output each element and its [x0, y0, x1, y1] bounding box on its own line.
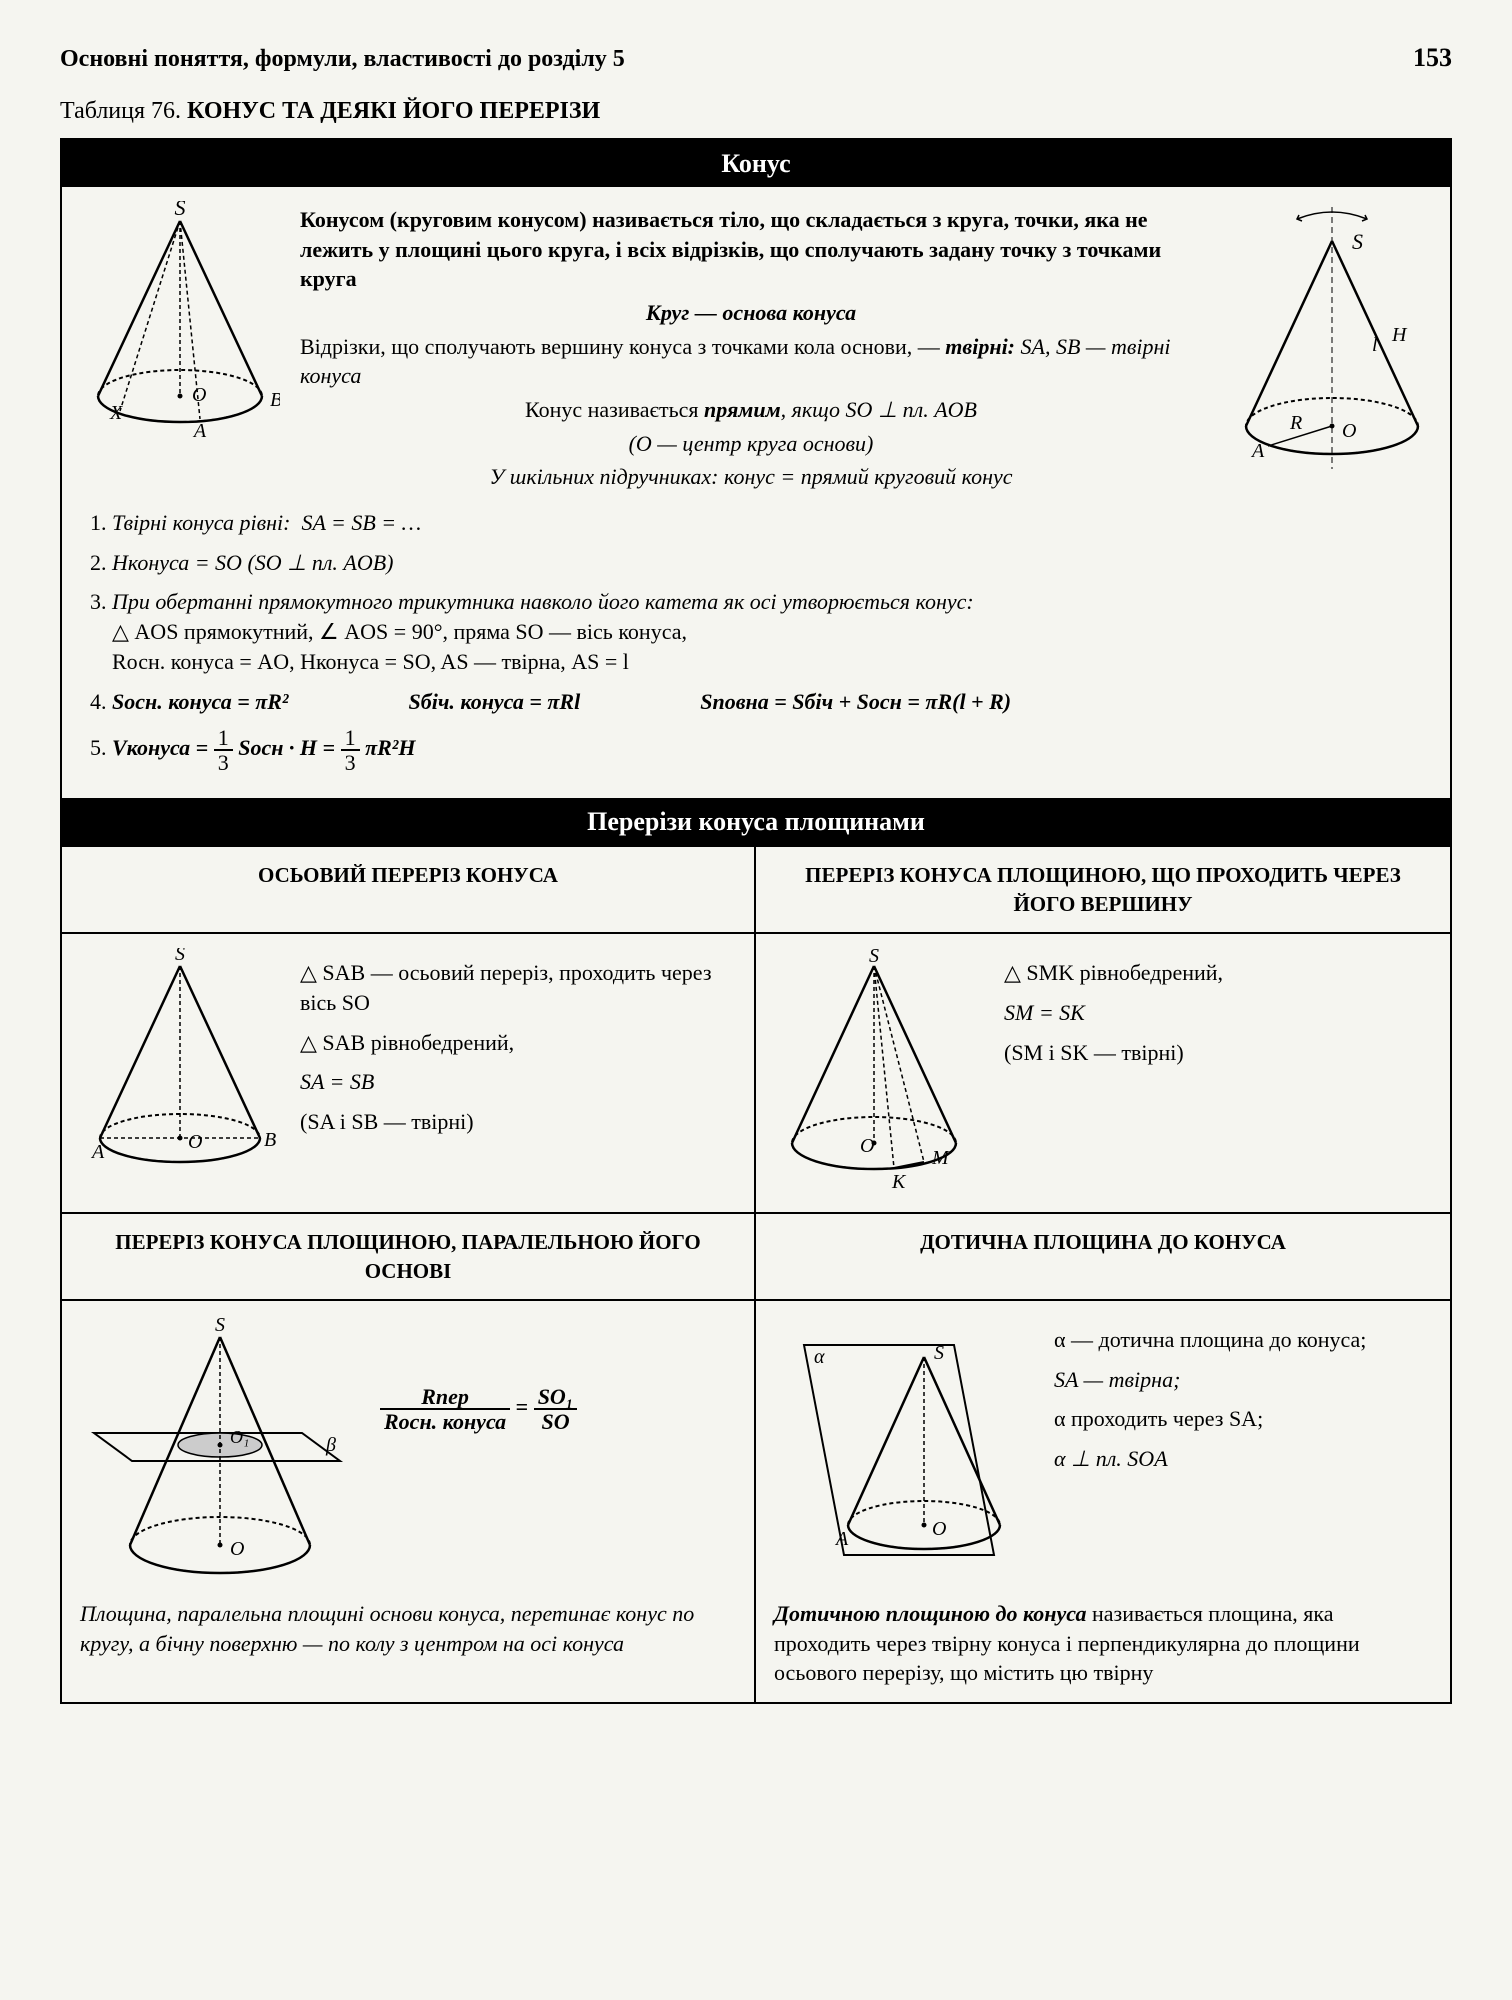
svg-text:O: O	[1342, 420, 1356, 442]
svg-text:l: l	[1372, 334, 1378, 356]
cell-a-header: ОСЬОВИЙ ПЕРЕРІЗ КОНУСА	[62, 847, 756, 932]
sections-grid-row-1: S A B O △ SAB — осьовий переріз, проходи…	[62, 932, 1450, 1212]
content-frame: Конус S A B O X	[60, 138, 1452, 1704]
cell-d-note: Дотичною площиною до конуса називається …	[774, 1599, 1432, 1688]
svg-text:O: O	[932, 1518, 946, 1540]
svg-text:X: X	[109, 402, 123, 424]
svg-text:A: A	[834, 1528, 849, 1550]
sections-grid-row-2: S O₁ O β RперRосн. конуса = SO₁SO Площин…	[62, 1299, 1450, 1702]
prop-3: При обертанні прямокутного трикутника на…	[112, 587, 1432, 676]
def-base: Круг — основа конуса	[646, 300, 856, 325]
cell-d-header: ДОТИЧНА ПЛОЩИНА ДО КОНУСА	[756, 1214, 1450, 1299]
section-header-cone: Конус	[62, 140, 1450, 187]
svg-text:S: S	[1352, 229, 1363, 254]
page-number: 153	[1413, 40, 1452, 75]
def-school: У шкільних підручниках: конус = прямий к…	[300, 462, 1202, 492]
prop-1: Твірні конуса рівні: SA = SB = …	[112, 508, 1432, 538]
prop-4: Sосн. конуса = πR² Sбіч. конуса = πRl Sп…	[112, 687, 1432, 717]
sections-grid-headers-2: ПЕРЕРІЗ КОНУСА ПЛОЩИНОЮ, ПАРАЛЕЛЬНОЮ ЙОГ…	[62, 1212, 1450, 1299]
properties-list: Твірні конуса рівні: SA = SB = … Hконуса…	[84, 508, 1432, 774]
sections-grid-headers: ОСЬОВИЙ ПЕРЕРІЗ КОНУСА ПЕРЕРІЗ КОНУСА ПЛ…	[62, 845, 1450, 932]
def-main: Конусом (круговим конусом) називається т…	[300, 207, 1161, 291]
cell-c-note: Площина, паралельна площині основи конус…	[80, 1599, 736, 1658]
cone-right-icon: S A O H l R	[1222, 201, 1432, 481]
tangent-plane-icon: S A O α	[774, 1315, 1034, 1585]
svg-text:R: R	[1289, 412, 1302, 434]
svg-text:S: S	[175, 948, 185, 965]
svg-text:M: M	[931, 1147, 950, 1169]
svg-text:α: α	[814, 1346, 825, 1368]
svg-text:O₁: O₁	[230, 1427, 249, 1447]
cell-a-text: △ SAB — осьовий переріз, проходить через…	[300, 948, 736, 1146]
prop-2: Hконуса = SO (SO ⊥ пл. AOB)	[112, 548, 1432, 578]
svg-text:A: A	[192, 420, 207, 441]
def-right-note: (O — центр круга основи)	[300, 429, 1202, 459]
svg-text:A: A	[90, 1141, 105, 1163]
running-header: Основні поняття, формули, властивості до…	[60, 43, 625, 75]
section-header-sections: Перерізи конуса площинами	[62, 798, 1450, 845]
svg-text:O: O	[192, 384, 206, 406]
svg-text:O: O	[860, 1135, 874, 1157]
svg-text:S: S	[175, 201, 186, 220]
svg-text:A: A	[1250, 440, 1265, 462]
definition-block: S A B O X Конусом (круговим конусом) наз…	[62, 187, 1450, 799]
axial-section-icon: S A B O	[80, 948, 280, 1178]
svg-text:K: K	[891, 1171, 907, 1193]
cone-left-icon: S A B O X	[80, 201, 280, 441]
vertex-section-icon: S O M K	[774, 948, 984, 1198]
svg-text:H: H	[1391, 324, 1408, 346]
svg-text:O: O	[188, 1131, 202, 1153]
def-right: Конус називається прямим, якщо SO ⊥ пл. …	[300, 395, 1202, 425]
svg-text:B: B	[264, 1129, 276, 1151]
def-tvir: Відрізки, що сполучають вершину конуса з…	[300, 332, 1202, 391]
svg-text:S: S	[934, 1342, 944, 1364]
cell-c-header: ПЕРЕРІЗ КОНУСА ПЛОЩИНОЮ, ПАРАЛЕЛЬНОЮ ЙОГ…	[62, 1214, 756, 1299]
cell-b-header: ПЕРЕРІЗ КОНУСА ПЛОЩИНОЮ, ЩО ПРОХОДИТЬ ЧЕ…	[756, 847, 1450, 932]
svg-text:S: S	[869, 948, 879, 967]
svg-text:β: β	[325, 1434, 336, 1456]
cell-c-text: RперRосн. конуса = SO₁SO	[380, 1375, 736, 1443]
svg-text:S: S	[215, 1315, 225, 1336]
svg-text:O: O	[230, 1538, 244, 1560]
table-title: Таблиця 76. КОНУС ТА ДЕЯКІ ЙОГО ПЕРЕРІЗИ	[60, 95, 1452, 127]
cell-d-text: α — дотична площина до конуса; SA — твір…	[1054, 1315, 1432, 1484]
parallel-section-icon: S O₁ O β	[80, 1315, 360, 1585]
svg-text:B: B	[270, 389, 280, 411]
prop-5: Vконуса = 13 Sосн · H = 13 πR²H	[112, 726, 1432, 774]
cell-b-text: △ SMK рівнобедрений, SM = SK (SM і SK — …	[1004, 948, 1432, 1077]
